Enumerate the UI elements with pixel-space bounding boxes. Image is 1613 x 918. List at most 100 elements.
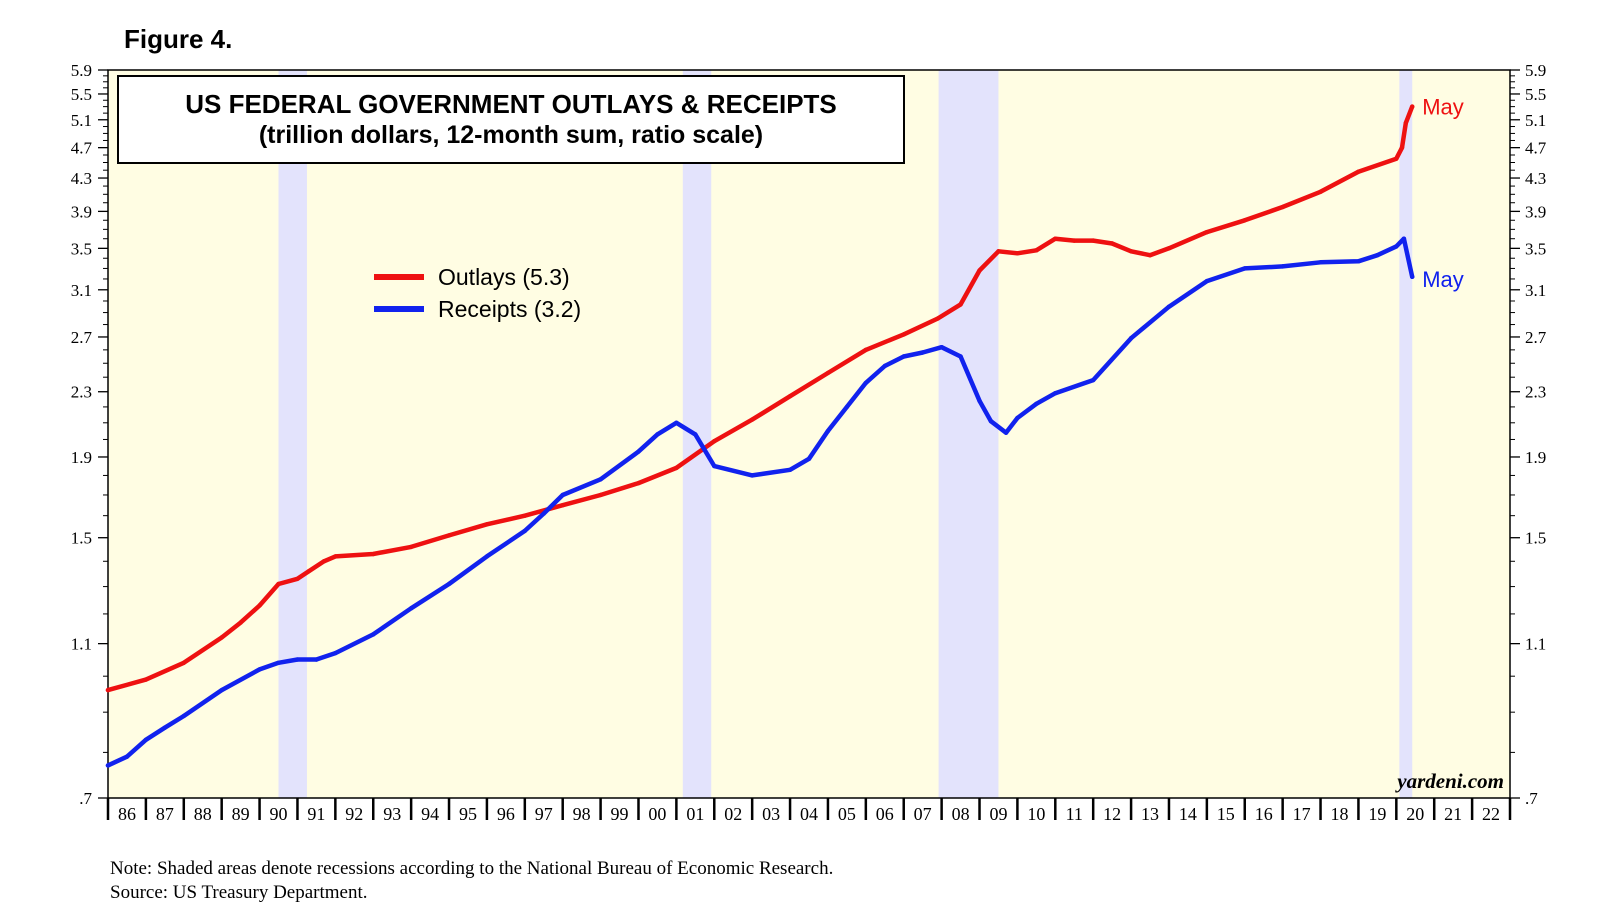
data-point-receipts [295,657,300,662]
x-tick-label: 90 [270,804,288,824]
data-point-outlays [306,568,312,574]
x-tick-label: 96 [497,804,515,824]
data-point-receipts [314,657,319,662]
data-point-receipts [920,350,925,355]
x-tick-label: 89 [232,804,250,824]
y-tick-label-left: 1.5 [71,529,92,548]
data-point-outlays [1318,189,1323,195]
x-tick-label: 05 [838,804,856,824]
data-point-outlays [825,370,831,376]
data-point-receipts [1242,266,1247,271]
y-tick-label-right: .7 [1525,789,1538,808]
data-point-outlays [408,544,414,550]
data-point-receipts [1394,244,1399,249]
data-point-outlays [598,492,603,498]
chart-title: US FEDERAL GOVERNMENT OUTLAYS & RECEIPTS [185,89,837,119]
legend: Outlays (5.3) Receipts (3.2) [374,264,581,322]
x-tick-label: 21 [1444,804,1462,824]
data-point-outlays [1015,251,1020,256]
data-point-receipts [162,725,168,730]
data-point-receipts [636,449,641,454]
y-tick-label-right: 3.9 [1525,202,1546,221]
x-tick-label: 99 [611,804,629,824]
y-tick-label-left: 2.7 [71,328,93,347]
data-point-outlays [1403,120,1408,126]
footnote: Note: Shaded areas denote recessions acc… [110,858,834,879]
data-point-receipts [749,473,755,478]
data-point-outlays [1356,169,1361,174]
data-point-receipts [712,463,717,469]
chart-subtitle: (trillion dollars, 12-month sum, ratio s… [259,121,763,149]
x-tick-label: 92 [345,804,363,824]
data-point-outlays [901,332,906,337]
data-point-receipts [958,354,963,359]
data-point-outlays [712,438,717,444]
x-tick-label: 18 [1330,804,1348,824]
data-point-outlays [996,249,1001,254]
y-tick-label-left: 5.9 [71,61,92,80]
data-point-receipts [105,763,111,768]
data-point-outlays [446,533,452,538]
data-point-receipts [988,418,994,424]
y-tick-label-left: 5.5 [71,85,92,104]
data-point-outlays [1147,253,1153,258]
x-tick-label: 08 [952,804,970,824]
x-tick-label: 95 [459,804,477,824]
data-point-receipts [1166,304,1172,309]
data-point-receipts [484,554,490,559]
data-point-outlays [522,513,528,518]
data-point-outlays [935,316,941,321]
data-point-receipts [1128,336,1134,341]
series-lines [105,104,1415,768]
data-point-outlays [1034,248,1039,253]
data-point-outlays [1128,249,1134,254]
data-point-outlays [257,603,262,608]
data-point-receipts [901,354,906,359]
x-tick-label: 09 [989,804,1007,824]
data-point-outlays [333,554,338,559]
data-point-outlays [863,347,869,353]
x-tick-label: 12 [1103,804,1121,824]
y-tick-label-right: 2.7 [1525,328,1547,347]
x-tick-label: 17 [1293,804,1311,824]
x-tick-label: 98 [573,804,591,824]
x-tick-label: 15 [1217,804,1235,824]
data-point-receipts [674,420,679,425]
data-point-receipts [257,667,262,672]
x-tick-label: 19 [1368,804,1386,824]
y-tick-label-right: 5.9 [1525,61,1546,80]
data-point-receipts [143,737,149,743]
data-point-receipts [863,380,869,386]
x-tick-label: 86 [118,804,136,824]
title-box: US FEDERAL GOVERNMENT OUTLAYS & RECEIPTS… [117,75,905,164]
data-point-receipts [1034,401,1039,407]
data-point-outlays [276,581,281,587]
data-point-receipts [333,650,338,656]
y-tick-label-right: 2.3 [1525,383,1546,402]
legend-outlays-label: Outlays (5.3) [438,264,570,290]
data-point-receipts [1318,260,1323,265]
data-point-outlays [238,620,243,625]
y-tick-label-left: 4.3 [71,169,92,188]
x-tick-label: 91 [307,804,325,824]
x-tick-label: 00 [648,804,666,824]
data-point-receipts [598,477,603,482]
data-point-receipts [806,456,812,461]
legend-receipts-label: Receipts (3.2) [438,296,581,322]
x-tick-label: 93 [383,804,401,824]
data-point-outlays [1204,229,1210,235]
x-tick-label: 06 [876,804,894,824]
y-tick-label-left: 4.7 [71,139,93,158]
data-point-receipts [693,432,698,437]
x-tick-label: 03 [762,804,780,824]
data-point-outlays [1410,104,1415,109]
x-tick-label: 07 [914,804,932,824]
data-point-receipts [1401,236,1407,241]
data-point-outlays [1166,246,1172,251]
data-point-receipts [1375,253,1380,258]
recession-band [1399,70,1413,798]
data-point-receipts [541,511,546,516]
receipts-end-label: May [1422,267,1464,292]
x-tick-label: 94 [421,804,439,824]
data-point-receipts [977,398,982,403]
